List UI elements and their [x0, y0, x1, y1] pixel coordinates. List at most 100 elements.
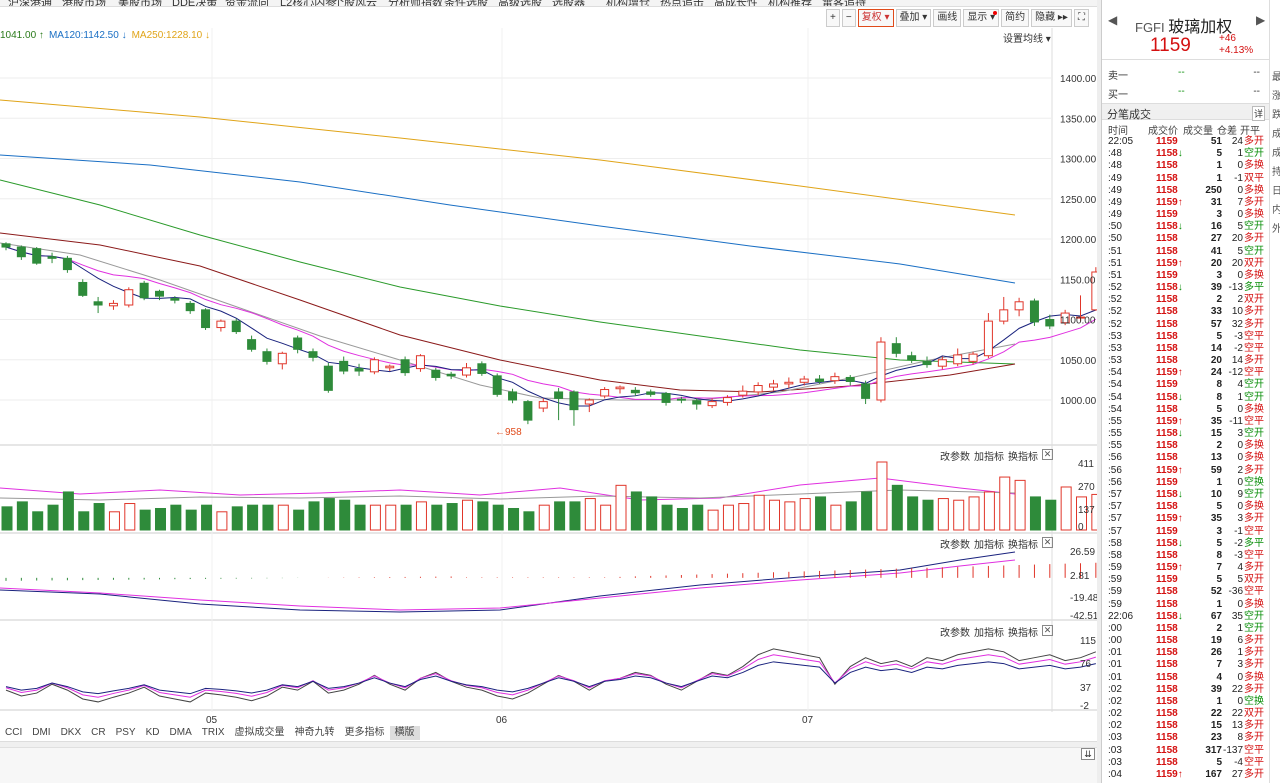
volume-bar-up: [1014, 479, 1026, 531]
indicator-tab[interactable]: DKX: [60, 727, 82, 738]
tick-price: 1159: [1156, 477, 1178, 489]
tick-type: 空开: [1244, 622, 1264, 634]
panel-close-icon[interactable]: ✕: [1042, 537, 1053, 548]
draw-line-button[interactable]: 画线: [933, 9, 962, 27]
simple-mode-button[interactable]: 简约: [1001, 9, 1030, 27]
prev-contract-icon[interactable]: ◀: [1108, 13, 1118, 27]
tick-time: :02: [1108, 708, 1122, 720]
fullscreen-icon[interactable]: ⛶: [1073, 9, 1089, 27]
tick-type: 空平: [1244, 342, 1264, 354]
horizontal-scrollbar[interactable]: [0, 741, 1100, 747]
tick-oi-change: 0: [1237, 452, 1243, 464]
set-ma-button[interactable]: 设置均线 ▾: [1003, 34, 1051, 45]
menu-item[interactable]: 高成长性: [714, 0, 758, 7]
tick-type: 多换: [1244, 269, 1264, 281]
indicator-tab[interactable]: 虚拟成交量: [234, 727, 285, 738]
volume-bar-up: [1091, 493, 1100, 531]
panel-add-button[interactable]: 加指标: [974, 452, 1004, 463]
menu-item[interactable]: 港股市场: [62, 0, 106, 7]
menu-item[interactable]: 机构推荐: [768, 0, 812, 7]
tick-price: 1158: [1156, 440, 1178, 452]
overlay-label: 叠加: [899, 12, 920, 23]
indicator-tab[interactable]: TRIX: [201, 727, 225, 738]
panel-swap-button[interactable]: 换指标: [1008, 452, 1038, 463]
zoom-in-button[interactable]: +: [826, 9, 840, 27]
kline-chart[interactable]: ←958 1400.00 1350.00 1300.00 1250.00 1200.00…: [0, 0, 1100, 783]
tick-oi-change: 0: [1237, 269, 1243, 281]
candle-down: [308, 351, 318, 358]
panel-swap-button[interactable]: 换指标: [1008, 540, 1038, 551]
tick-time: :58: [1108, 537, 1122, 549]
panel-swap-button[interactable]: 换指标: [1008, 628, 1038, 639]
menu-item[interactable]: 高级选股: [498, 0, 542, 7]
col-open-close: 开平: [1240, 126, 1260, 137]
tick-row: :58 1158 8 -3 空平: [1102, 550, 1269, 562]
download-icon[interactable]: ⇊: [1081, 748, 1095, 760]
tick-volume: 20: [1210, 257, 1222, 269]
panel-params-button[interactable]: 改参数: [940, 540, 970, 551]
tick-type: 多开: [1244, 635, 1264, 647]
tick-price: 1158: [1156, 550, 1178, 562]
panel-add-button[interactable]: 加指标: [974, 628, 1004, 639]
candle-up: [1060, 312, 1070, 324]
panel-close-icon[interactable]: ✕: [1042, 449, 1053, 460]
menu-item[interactable]: 热点追击: [660, 0, 704, 7]
fuquan-button[interactable]: 复权 ▾: [857, 9, 894, 27]
price-axis-label: 1200.00: [1060, 235, 1097, 246]
change-pct: +4.13%: [1219, 45, 1254, 56]
next-contract-icon[interactable]: ▶: [1256, 13, 1266, 27]
indicator-tab[interactable]: DMI: [32, 727, 51, 738]
panel-params-button[interactable]: 改参数: [940, 452, 970, 463]
indicator-tab[interactable]: 神奇九转: [294, 727, 335, 738]
ticks-detail-button[interactable]: 详: [1251, 106, 1265, 121]
menu-item[interactable]: 机构增仓: [606, 0, 650, 7]
menu-item[interactable]: 美股市场: [118, 0, 162, 7]
tick-price: 1158: [1156, 623, 1178, 635]
candle-up: [722, 397, 732, 403]
menu-item[interactable]: 雷客追持: [822, 0, 866, 7]
tick-price: 1158: [1156, 586, 1178, 598]
volume-bar-down: [308, 501, 320, 531]
panel-add-button[interactable]: 加指标: [974, 540, 1004, 551]
tick-volume: 33: [1210, 306, 1222, 318]
indicator-tab[interactable]: CCI: [5, 727, 23, 738]
indicator-tab[interactable]: CR: [91, 727, 106, 738]
candle-down: [339, 360, 349, 372]
tick-volume: 31: [1210, 196, 1222, 208]
overlay-button[interactable]: 叠加 ▾: [895, 9, 932, 27]
indicator-tab[interactable]: 更多指标: [344, 727, 385, 738]
tick-time: :54: [1108, 403, 1122, 415]
tick-type: 空开: [1244, 379, 1264, 391]
zoom-out-button[interactable]: −: [841, 9, 856, 27]
menu-item[interactable]: 条件选股: [444, 0, 488, 7]
tick-volume: 7: [1216, 562, 1222, 574]
tick-price-value: 1158: [1156, 245, 1178, 257]
indicator-tab[interactable]: PSY: [115, 727, 136, 738]
menu-item[interactable]: 选股器: [552, 0, 585, 7]
menu-item[interactable]: DDE决策: [172, 0, 218, 7]
candle-down: [907, 355, 917, 361]
tick-row: :49 1158 1 -1 双平: [1102, 173, 1269, 185]
indicator-tab[interactable]: DMA: [169, 727, 192, 738]
change-value: +46: [1219, 33, 1236, 44]
menu-item[interactable]: 沪深港通: [8, 0, 52, 7]
bid-price: --: [1178, 86, 1185, 97]
candle-up: [753, 385, 763, 393]
display-button[interactable]: 显示 ▾: [963, 9, 1000, 27]
menu-item[interactable]: L2核心内参: [280, 0, 337, 7]
tick-price-value: 1159: [1156, 562, 1178, 574]
hide-button[interactable]: 隐藏 ▸▸: [1031, 9, 1072, 27]
menu-item[interactable]: 个股风云: [333, 0, 377, 7]
panel-params-button[interactable]: 改参数: [940, 628, 970, 639]
ticks-list[interactable]: 22:05 1159 51 24 多开:48 1158↓ 5 1 空开:48 1158 1 0 多换:4…: [1102, 136, 1269, 781]
menu-item[interactable]: 资金流向: [225, 0, 269, 7]
panel-splitter[interactable]: [1097, 0, 1101, 783]
menu-item[interactable]: 分析师指数: [388, 0, 443, 7]
volume-bar-down: [692, 504, 704, 531]
panel-close-icon[interactable]: ✕: [1042, 625, 1053, 636]
indicator-tab[interactable]: KD: [145, 727, 160, 738]
tick-price-value: 1158: [1156, 233, 1178, 245]
tick-direction-icon: ↓: [1177, 221, 1183, 233]
indicator-tab[interactable]: 横版: [389, 726, 420, 740]
tick-direction-icon: ↓: [1177, 282, 1183, 294]
